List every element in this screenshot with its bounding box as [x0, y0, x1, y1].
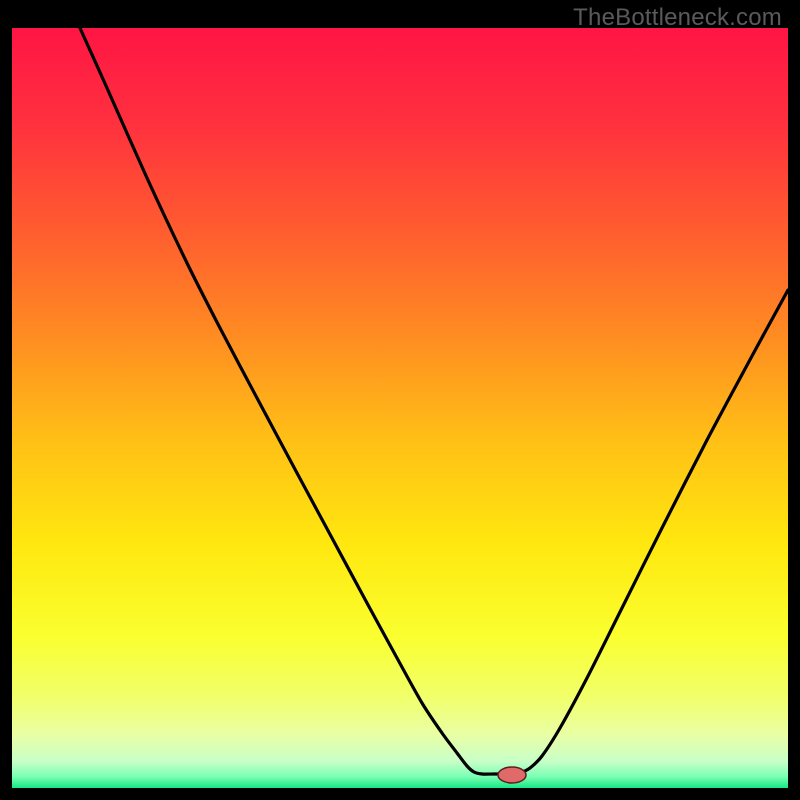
plot-area [12, 28, 788, 788]
gradient-fill [12, 28, 788, 788]
chart-svg [12, 28, 788, 788]
chart-frame: TheBottleneck.com [0, 0, 800, 800]
min-marker [498, 767, 526, 783]
